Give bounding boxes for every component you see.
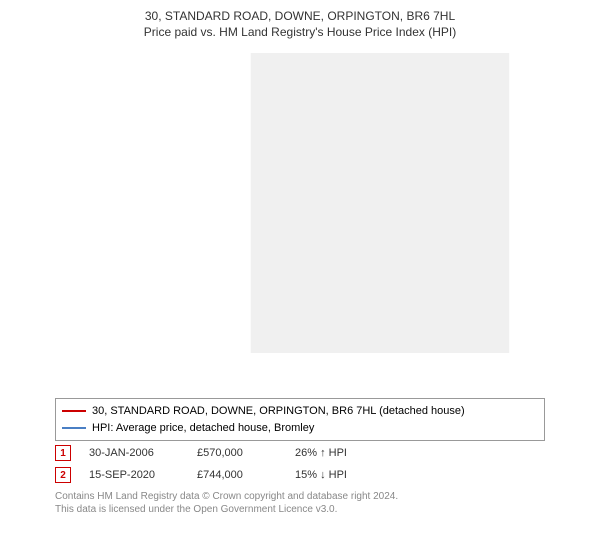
footer-line1: Contains HM Land Registry data © Crown c… — [55, 490, 545, 503]
legend-swatch — [62, 427, 86, 429]
event-marker-icon: 2 — [55, 467, 71, 483]
legend: 30, STANDARD ROAD, DOWNE, ORPINGTON, BR6… — [55, 398, 545, 441]
event-marker-icon: 1 — [55, 445, 71, 461]
legend-row: 30, STANDARD ROAD, DOWNE, ORPINGTON, BR6… — [62, 403, 538, 420]
chart-title-line2: Price paid vs. HM Land Registry's House … — [0, 25, 600, 43]
event-row: 2 15-SEP-2020 £744,000 15% ↓ HPI — [55, 464, 545, 486]
events-table: 1 30-JAN-2006 £570,000 26% ↑ HPI 2 15-SEP-202… — [55, 442, 545, 486]
legend-row: HPI: Average price, detached house, Brom… — [62, 420, 538, 437]
chart-title-line1: 30, STANDARD ROAD, DOWNE, ORPINGTON, BR6… — [0, 0, 600, 25]
footer-line2: This data is licensed under the Open Gov… — [55, 503, 545, 516]
event-price: £570,000 — [197, 447, 277, 459]
footer-attribution: Contains HM Land Registry data © Crown c… — [55, 490, 545, 516]
event-pct: 15% ↓ HPI — [295, 469, 395, 481]
legend-label: 30, STANDARD ROAD, DOWNE, ORPINGTON, BR6… — [92, 403, 465, 420]
chart-area — [0, 43, 600, 393]
event-pct: 26% ↑ HPI — [295, 447, 395, 459]
event-date: 30-JAN-2006 — [89, 447, 179, 459]
event-date: 15-SEP-2020 — [89, 469, 179, 481]
legend-label: HPI: Average price, detached house, Brom… — [92, 420, 314, 437]
event-row: 1 30-JAN-2006 £570,000 26% ↑ HPI — [55, 442, 545, 464]
event-price: £744,000 — [197, 469, 277, 481]
legend-swatch — [62, 410, 86, 412]
